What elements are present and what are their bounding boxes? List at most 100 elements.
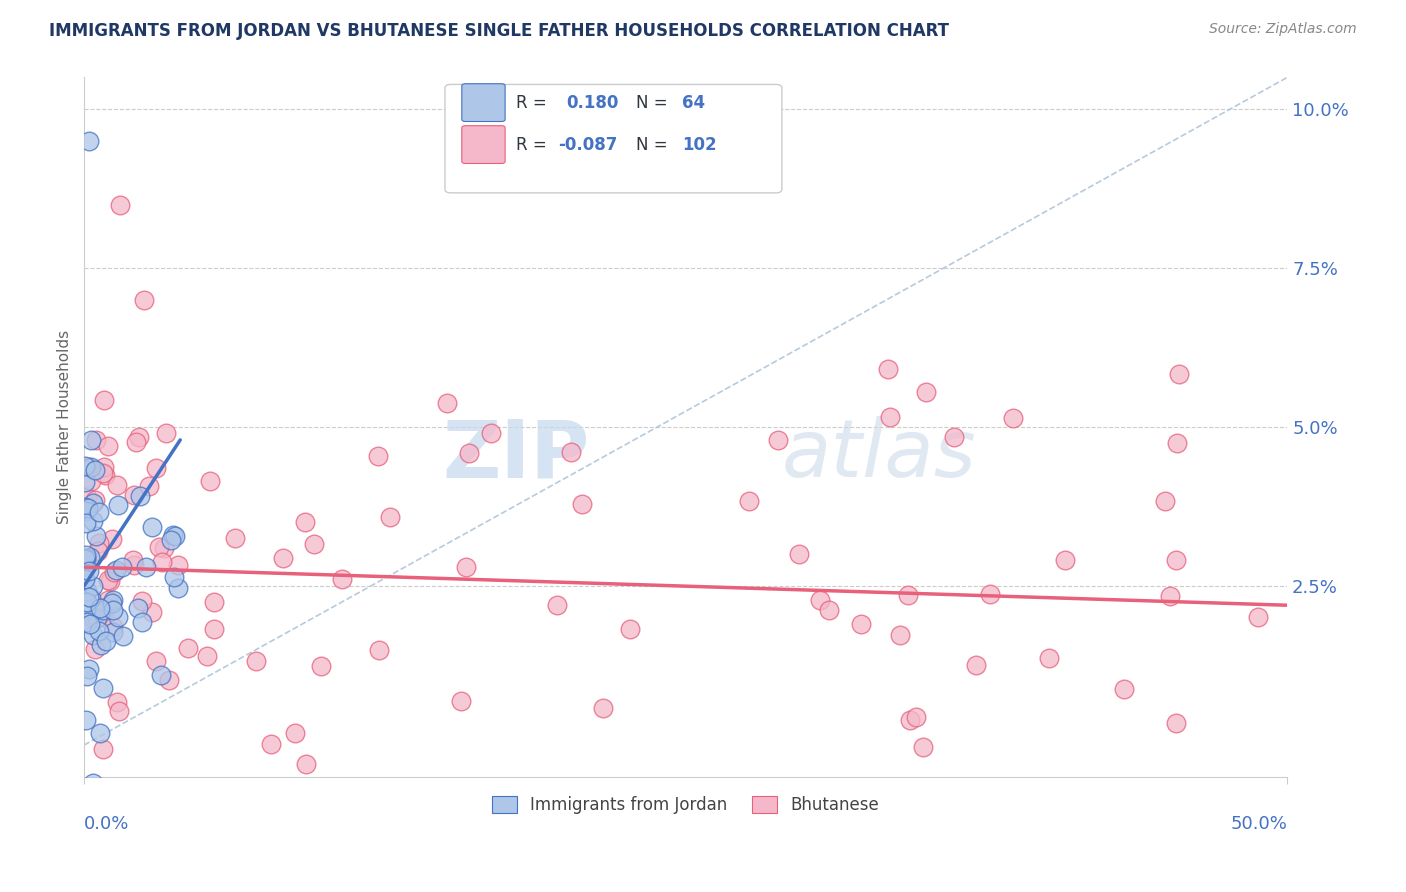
Point <box>90 638 112 652</box>
Point <box>145 460 167 475</box>
Point <box>96 634 118 648</box>
Point <box>560 445 582 459</box>
Point <box>271 550 294 565</box>
Point <box>75 475 97 490</box>
Point <box>380 509 402 524</box>
Point <box>162 527 184 541</box>
Point <box>450 694 472 708</box>
Point <box>83 642 105 657</box>
Point <box>141 606 163 620</box>
Point <box>84 433 107 447</box>
Point <box>93 681 115 696</box>
Point <box>75 559 97 574</box>
Point <box>965 658 987 673</box>
Point <box>101 603 124 617</box>
Point <box>77 501 100 516</box>
Point <box>202 594 225 608</box>
Point <box>898 713 921 727</box>
Point <box>80 433 103 447</box>
Point <box>75 553 97 567</box>
Point <box>198 474 221 488</box>
Point <box>163 570 186 584</box>
Point <box>367 449 389 463</box>
Point <box>107 498 129 512</box>
Point <box>150 555 173 569</box>
Point <box>294 757 316 772</box>
Point <box>111 560 134 574</box>
Point <box>101 593 124 607</box>
Point <box>330 572 353 586</box>
Point <box>76 490 98 504</box>
Point <box>737 494 759 508</box>
Point <box>153 541 176 555</box>
Point <box>93 392 115 407</box>
Point <box>91 467 114 481</box>
Point <box>98 574 121 588</box>
Point <box>1164 715 1187 730</box>
Point <box>368 643 391 657</box>
Point <box>93 603 115 617</box>
Point <box>100 596 122 610</box>
Point <box>1053 552 1076 566</box>
Point <box>76 583 98 598</box>
FancyBboxPatch shape <box>444 85 782 193</box>
Point <box>1112 681 1135 696</box>
Point <box>134 293 156 307</box>
Point <box>202 622 225 636</box>
Point <box>224 531 246 545</box>
Point <box>138 479 160 493</box>
Point <box>766 434 789 448</box>
Point <box>101 620 124 634</box>
Point <box>121 553 143 567</box>
Point <box>77 565 100 579</box>
Text: Source: ZipAtlas.com: Source: ZipAtlas.com <box>1209 22 1357 37</box>
Point <box>155 425 177 440</box>
Point <box>82 515 104 529</box>
Point <box>879 409 901 424</box>
Point <box>1038 650 1060 665</box>
Point <box>127 601 149 615</box>
Point <box>87 536 110 550</box>
Text: IMMIGRANTS FROM JORDAN VS BHUTANESE SINGLE FATHER HOUSEHOLDS CORRELATION CHART: IMMIGRANTS FROM JORDAN VS BHUTANESE SING… <box>49 22 949 40</box>
Point <box>105 562 128 576</box>
Point <box>157 673 180 687</box>
Point <box>135 560 157 574</box>
Text: -0.087: -0.087 <box>558 136 617 153</box>
Point <box>87 543 110 558</box>
Point <box>107 609 129 624</box>
Text: 102: 102 <box>682 136 717 153</box>
Legend: Immigrants from Jordan, Bhutanese: Immigrants from Jordan, Bhutanese <box>485 789 886 821</box>
Point <box>1159 589 1181 603</box>
Point <box>1166 436 1188 450</box>
Text: 64: 64 <box>682 94 706 112</box>
FancyBboxPatch shape <box>461 84 505 121</box>
Point <box>101 532 124 546</box>
Point <box>124 487 146 501</box>
Point <box>195 649 218 664</box>
Point <box>75 554 97 568</box>
Point <box>84 529 107 543</box>
Text: N =: N = <box>637 136 668 153</box>
Point <box>787 547 810 561</box>
Point <box>75 548 97 562</box>
Point <box>897 588 920 602</box>
Point <box>79 549 101 564</box>
Point <box>592 700 614 714</box>
Point <box>148 541 170 555</box>
Point <box>176 640 198 655</box>
Point <box>160 533 183 548</box>
Point <box>75 551 97 566</box>
Point <box>105 478 128 492</box>
Point <box>889 628 911 642</box>
Point <box>122 558 145 572</box>
Point <box>82 776 104 790</box>
Point <box>75 602 97 616</box>
Point <box>87 505 110 519</box>
FancyBboxPatch shape <box>461 126 505 163</box>
Point <box>86 610 108 624</box>
Point <box>166 581 188 595</box>
Point <box>93 459 115 474</box>
Point <box>84 463 107 477</box>
Text: N =: N = <box>637 94 668 112</box>
Point <box>125 434 148 449</box>
